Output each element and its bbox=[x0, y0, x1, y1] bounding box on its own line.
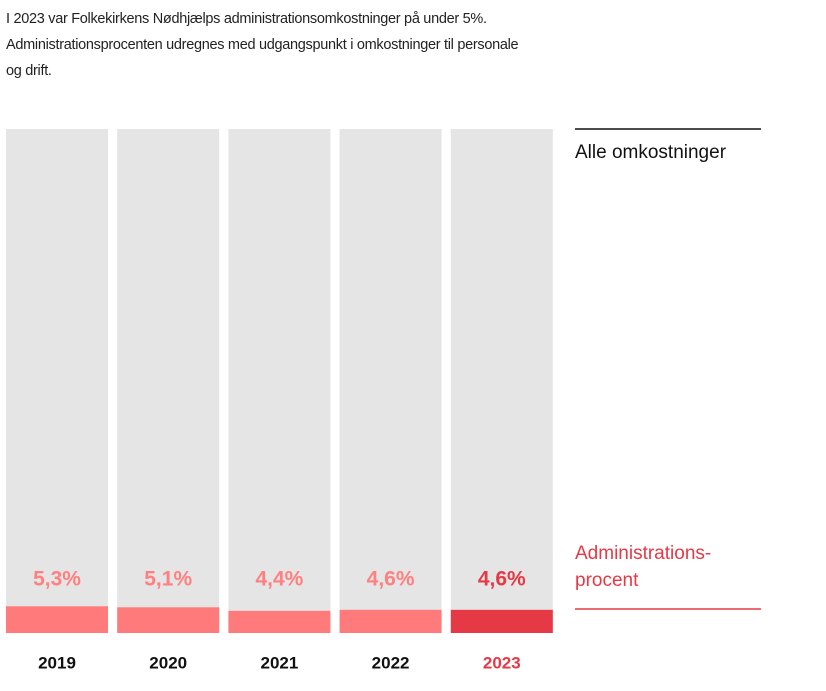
x-tick-label: 2019 bbox=[38, 653, 76, 672]
bar bbox=[450, 609, 553, 633]
value-label: 5,3% bbox=[33, 568, 81, 591]
bar bbox=[450, 129, 553, 633]
bar bbox=[228, 129, 331, 633]
value-label: 5,1% bbox=[144, 568, 192, 591]
x-tick-label: 2021 bbox=[260, 653, 298, 672]
value-label: 4,4% bbox=[255, 568, 303, 591]
bar bbox=[228, 610, 331, 633]
legend-label: Alle omkostninger bbox=[575, 142, 727, 163]
chart-title: I 2023 var Folkekirkens Nødhjælps admini… bbox=[6, 11, 519, 79]
bar bbox=[117, 607, 220, 633]
value-label: 4,6% bbox=[367, 568, 415, 591]
bar bbox=[6, 606, 108, 633]
bar bbox=[117, 129, 220, 633]
legend-label: Administrations-procent bbox=[575, 543, 711, 591]
value-label: 4,6% bbox=[478, 568, 526, 591]
bar bbox=[6, 129, 108, 633]
bar bbox=[339, 609, 442, 633]
x-tick-label: 2023 bbox=[483, 653, 521, 672]
x-tick-label: 2022 bbox=[372, 653, 410, 672]
bar bbox=[339, 129, 442, 633]
x-tick-label: 2020 bbox=[149, 653, 187, 672]
